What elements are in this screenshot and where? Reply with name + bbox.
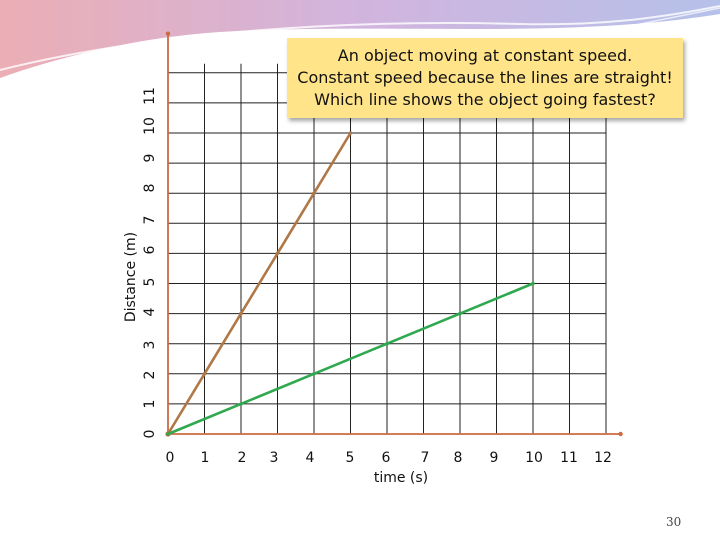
callout-line-3: Which line shows the object going fastes… — [314, 90, 656, 109]
series-2-point-2 — [312, 372, 316, 376]
callout-line-2: Constant speed because the lines are str… — [297, 68, 673, 87]
series-line-2 — [166, 282, 535, 436]
y-tick-label-5: 5 — [142, 278, 158, 287]
callout-line-1: An object moving at constant speed. — [337, 46, 633, 65]
series-1-point-5 — [348, 131, 353, 135]
y-axis-end-dot — [165, 31, 171, 36]
series-1-point-1 — [202, 372, 207, 376]
x-tick-label-3: 3 — [270, 450, 279, 466]
x-tick-label-10: 10 — [525, 450, 543, 466]
y-tick-label-6: 6 — [142, 245, 158, 254]
x-axis-title: time (s) — [374, 470, 428, 486]
y-tick-label-3: 3 — [142, 341, 158, 350]
y-tick-label-11: 11 — [142, 87, 158, 105]
series-2-point-3 — [385, 341, 389, 346]
y-tick-label-7: 7 — [142, 216, 158, 225]
series-2-point-0 — [166, 432, 170, 436]
series-1-point-4 — [312, 191, 316, 195]
series-line-1 — [166, 131, 352, 436]
chart-grid — [168, 63, 607, 434]
x-tick-label-9: 9 — [490, 450, 499, 466]
page-number: 30 — [666, 515, 682, 529]
header-decoration — [0, 0, 720, 78]
callout-box: An object moving at constant speed. Cons… — [287, 38, 683, 118]
y-tick-label-8: 8 — [142, 184, 158, 193]
x-tick-label-0: 0 — [166, 450, 175, 466]
x-tick-label-7: 7 — [421, 450, 430, 466]
y-tick-label-2: 2 — [142, 371, 158, 380]
series-2-point-5 — [531, 281, 535, 286]
x-tick-label-2: 2 — [238, 450, 247, 466]
x-tick-label-1: 1 — [201, 450, 210, 466]
x-tick-label-8: 8 — [454, 450, 463, 466]
series-1-point-2 — [239, 311, 243, 316]
x-tick-label-6: 6 — [382, 450, 391, 466]
x-tick-label-5: 5 — [346, 450, 355, 466]
x-tick-label-11: 11 — [560, 450, 578, 466]
series-2-point-4 — [458, 311, 462, 316]
chart-axis-labels: time (s) Distance (m) — [123, 232, 428, 486]
series-2-point-1 — [239, 402, 243, 406]
x-tick-label-4: 4 — [306, 450, 315, 466]
y-tick-label-4: 4 — [142, 307, 158, 316]
chart-series — [166, 131, 535, 436]
y-tick-label-1: 1 — [142, 400, 158, 409]
series-1-point-3 — [275, 251, 280, 256]
y-tick-label-10: 10 — [142, 117, 158, 135]
y-tick-label-9: 9 — [142, 154, 158, 163]
y-axis-title: Distance (m) — [123, 232, 139, 322]
x-tick-label-12: 12 — [594, 450, 612, 466]
x-axis-end-dot — [618, 431, 623, 437]
y-tick-label-0: 0 — [142, 430, 158, 439]
